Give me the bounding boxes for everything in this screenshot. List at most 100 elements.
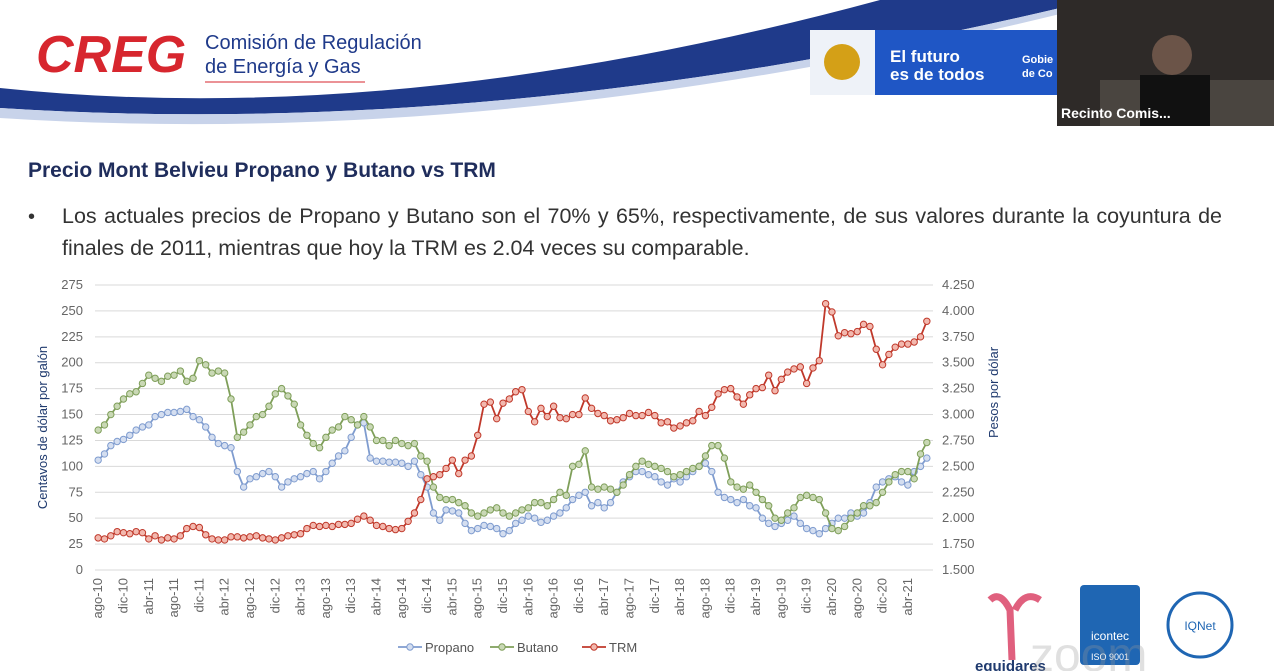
- data-point: [436, 516, 444, 524]
- data-point: [404, 441, 412, 450]
- video-label: Recinto Comis...: [1061, 105, 1171, 121]
- data-point: [119, 395, 128, 403]
- x-tick-label: ago-10: [90, 578, 105, 618]
- data-point: [170, 535, 178, 543]
- x-tick-label: dic-20: [875, 578, 890, 613]
- data-point: [170, 371, 178, 379]
- data-point: [758, 495, 767, 504]
- data-point: [107, 441, 115, 450]
- x-tick-label: ago-11: [166, 578, 181, 618]
- y2-tick-label: 2.000: [942, 510, 975, 525]
- data-point: [455, 509, 463, 517]
- data-point: [821, 524, 830, 533]
- data-point: [448, 507, 457, 515]
- data-point: [214, 536, 223, 544]
- data-point: [107, 532, 115, 540]
- data-point: [138, 379, 147, 388]
- data-point: [613, 416, 621, 424]
- data-point: [132, 527, 140, 536]
- data-point: [334, 520, 343, 529]
- data-point: [486, 398, 495, 406]
- x-tick-label: ago-12: [242, 578, 257, 618]
- data-point: [404, 462, 412, 471]
- data-point: [866, 322, 874, 331]
- x-tick-label: dic-14: [419, 578, 434, 613]
- data-point: [859, 502, 868, 510]
- data-point: [733, 483, 741, 491]
- data-point: [277, 483, 286, 491]
- data-point: [809, 364, 817, 372]
- data-point: [859, 320, 868, 329]
- data-point: [923, 317, 931, 325]
- data-point: [398, 524, 406, 533]
- x-tick-label: ago-14: [394, 578, 409, 618]
- y-tick-label: 125: [61, 432, 83, 447]
- data-point: [878, 361, 887, 369]
- data-point: [511, 519, 520, 528]
- data-point: [252, 532, 261, 540]
- slide-title: Precio Mont Belvieu Propano y Butano vs …: [28, 159, 496, 182]
- data-point: [720, 454, 729, 462]
- x-tick-label: abr-11: [141, 578, 156, 615]
- data-point: [505, 512, 514, 520]
- data-point: [802, 491, 811, 500]
- data-point: [575, 491, 583, 500]
- data-point: [904, 467, 912, 476]
- data-point: [239, 428, 248, 436]
- data-point: [606, 417, 615, 425]
- data-point: [511, 509, 520, 517]
- data-point: [657, 419, 665, 427]
- data-point: [126, 431, 134, 439]
- data-point: [410, 509, 419, 517]
- data-point: [638, 457, 646, 465]
- data-point: [467, 526, 476, 535]
- gov-badge: [875, 30, 1005, 95]
- data-point: [815, 530, 823, 538]
- data-point: [436, 493, 444, 502]
- data-point: [556, 413, 564, 422]
- data-point: [296, 530, 305, 538]
- data-point: [758, 514, 767, 522]
- data-point: [100, 450, 109, 458]
- coat-icon: [824, 44, 860, 80]
- data-point: [499, 530, 507, 538]
- data-point: [670, 424, 678, 432]
- data-point: [904, 340, 912, 348]
- data-point: [265, 467, 273, 476]
- data-point: [189, 374, 197, 382]
- data-point: [885, 478, 893, 486]
- data-point: [581, 394, 589, 402]
- data-point: [322, 521, 330, 530]
- x-tick-label: abr-19: [748, 578, 763, 616]
- data-point: [644, 408, 653, 417]
- data-point: [777, 375, 786, 384]
- data-point: [126, 390, 134, 398]
- data-point: [530, 498, 539, 507]
- data-point: [303, 469, 311, 478]
- data-point: [113, 527, 121, 536]
- gov-text: de Co: [1022, 68, 1053, 80]
- data-point: [644, 460, 653, 468]
- data-point: [315, 475, 324, 483]
- data-point: [847, 514, 855, 522]
- data-point: [632, 462, 640, 471]
- bullet-text: Los actuales precios de Propano y Butano…: [62, 204, 1222, 260]
- series-line: [98, 301, 928, 541]
- data-point: [410, 439, 419, 448]
- data-point: [385, 524, 393, 533]
- data-point: [543, 412, 551, 421]
- data-point: [94, 534, 102, 542]
- data-point: [442, 464, 450, 473]
- data-point: [347, 433, 355, 442]
- x-tick-label: abr-13: [293, 578, 308, 616]
- data-point: [119, 528, 128, 537]
- x-tick-label: abr-14: [368, 578, 383, 616]
- data-point: [600, 483, 608, 491]
- data-point: [189, 522, 197, 531]
- data-point: [315, 522, 324, 531]
- data-point: [423, 475, 431, 483]
- data-point: [746, 391, 754, 399]
- data-point: [334, 423, 343, 431]
- x-tick-label: dic-13: [343, 578, 358, 613]
